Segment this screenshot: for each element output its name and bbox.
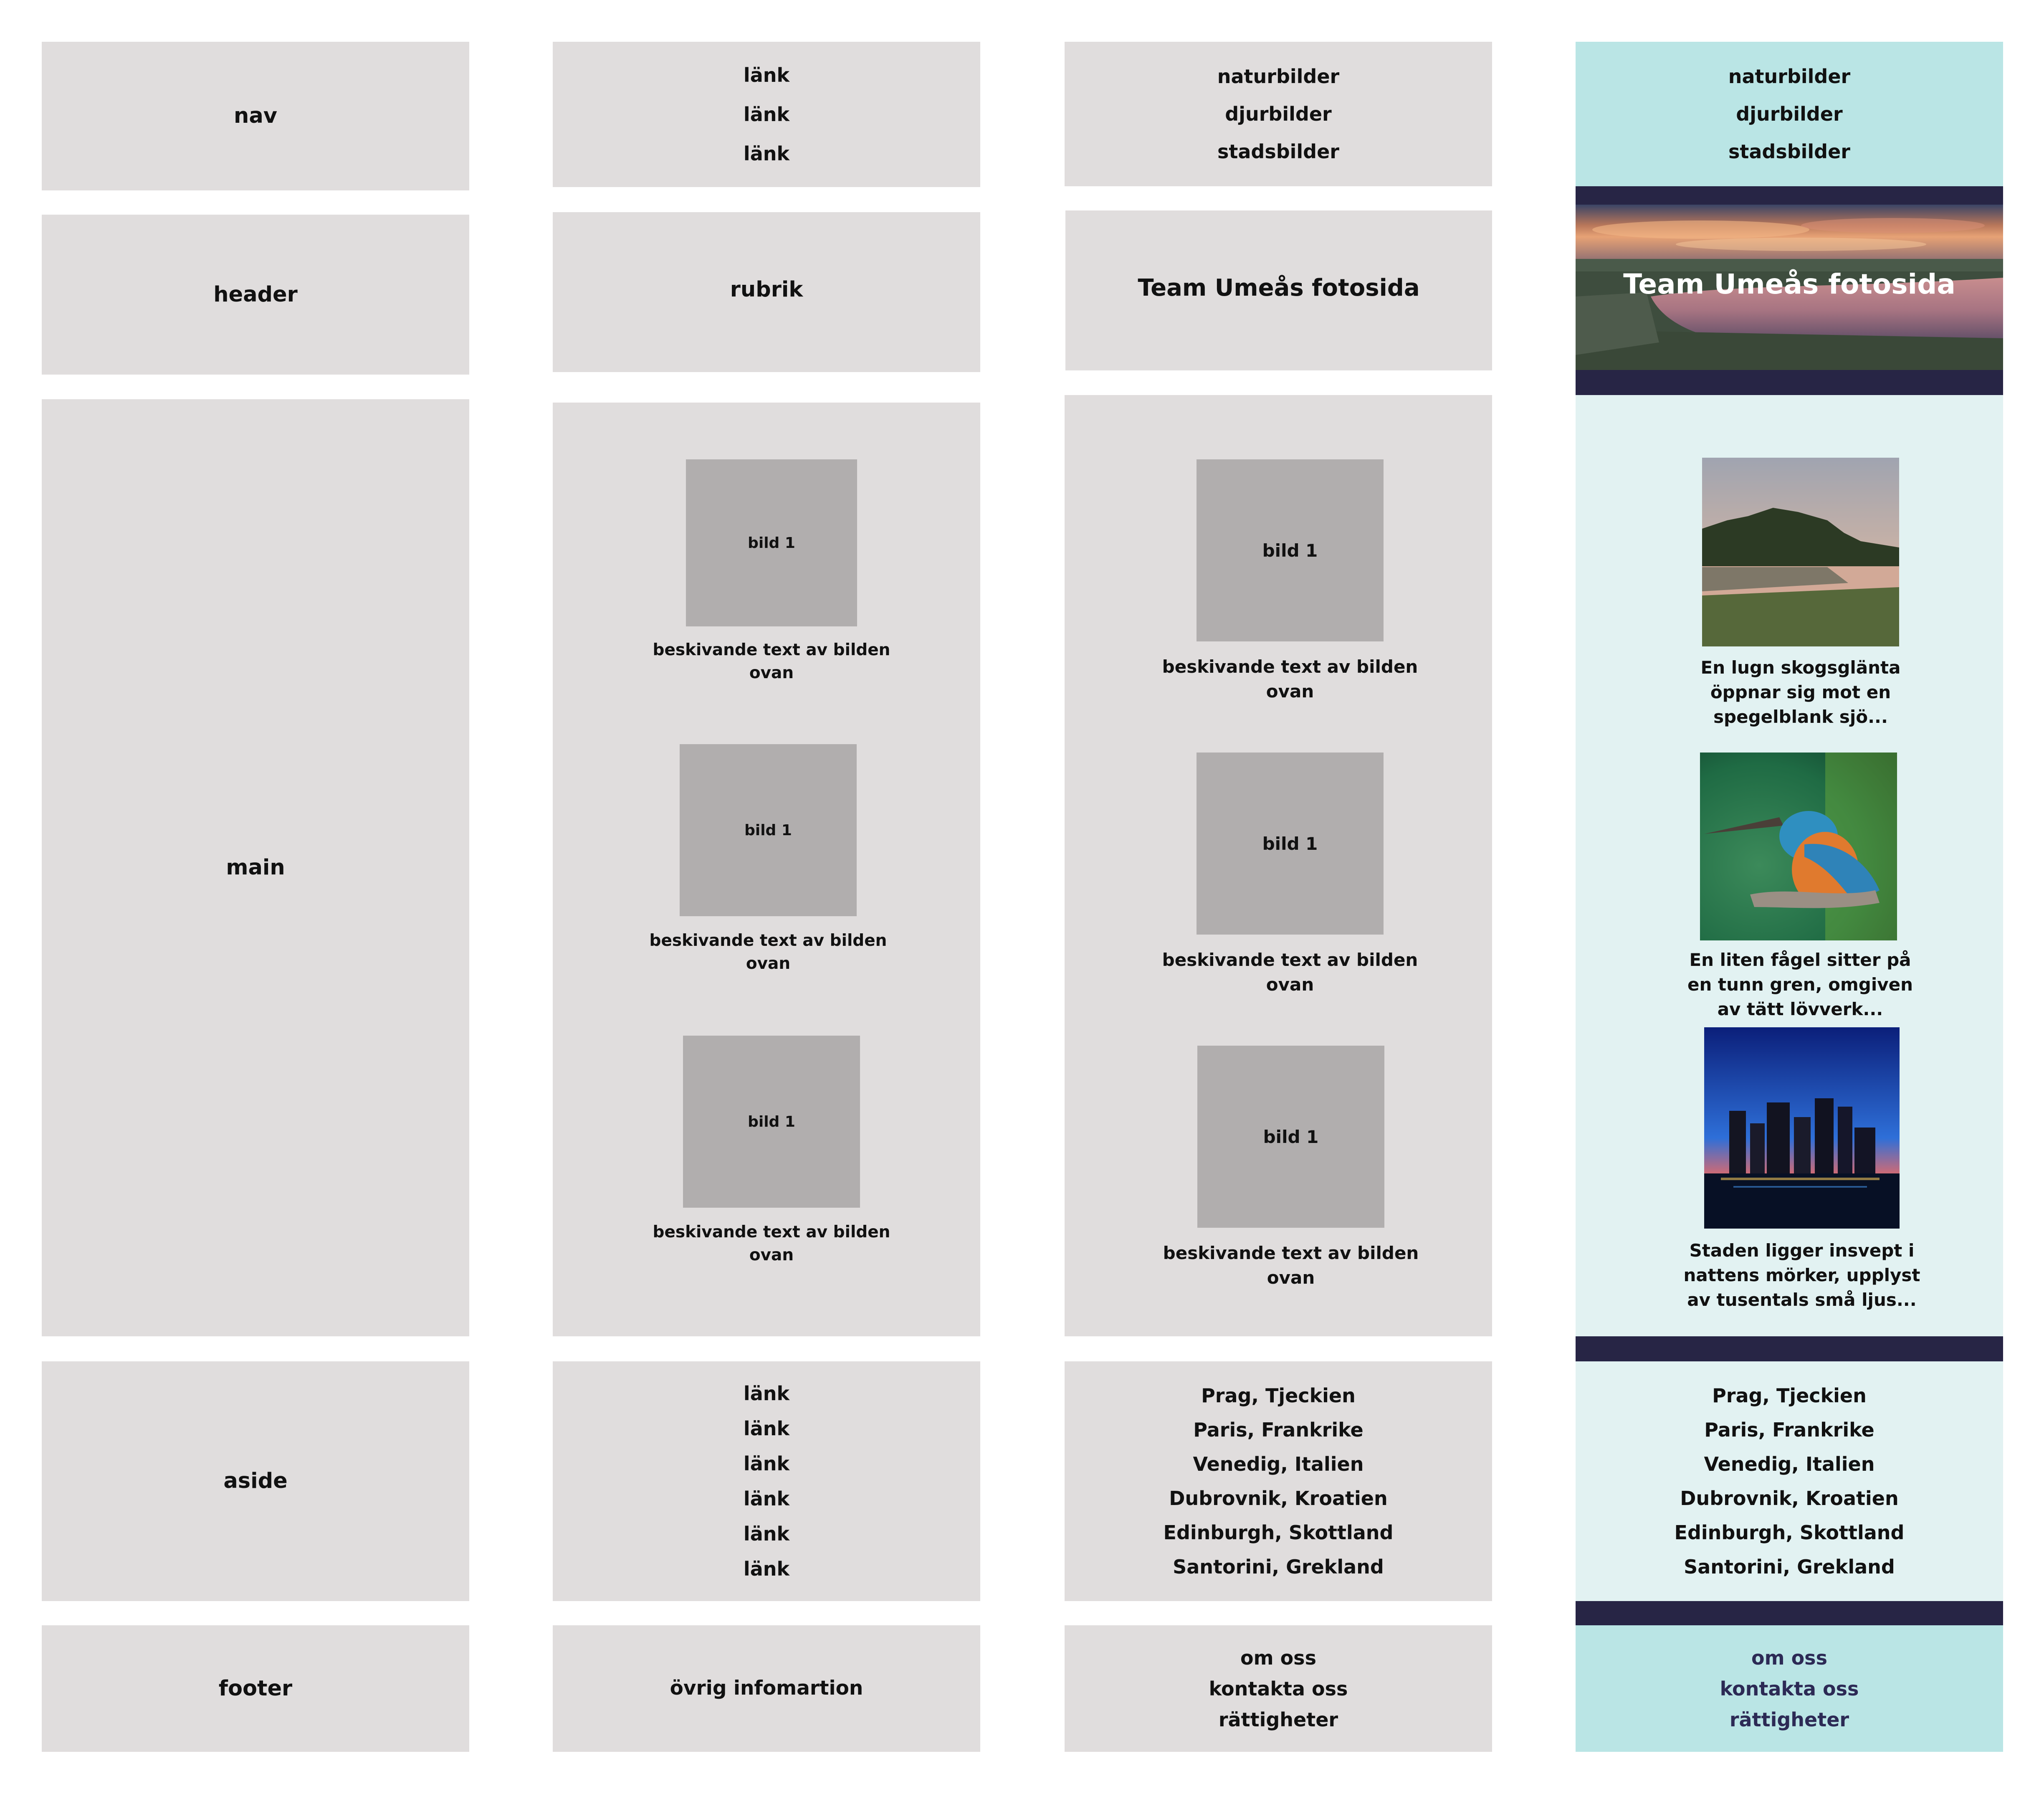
umea-panorama-image [1576, 205, 2003, 370]
col2-nav-link[interactable]: länk [743, 103, 790, 126]
col3-aside-link[interactable]: Dubrovnik, Kroatien [1169, 1487, 1388, 1510]
col3-aside-link[interactable]: Venedig, Italien [1193, 1453, 1364, 1475]
col3-image-2-label: bild 1 [1262, 833, 1318, 854]
col1-aside-label: aside [223, 1469, 288, 1494]
col4-nav-bar: naturbilder djurbilder stadsbilder [1576, 42, 2003, 186]
col3-footer-box: om oss kontakta oss rättigheter [1065, 1625, 1492, 1752]
col4-footer-list: om oss kontakta oss rättigheter [1720, 1647, 1859, 1731]
col2-aside-link[interactable]: länk [743, 1487, 790, 1510]
col4-aside-list: Prag, Tjeckien Paris, Frankrike Venedig,… [1675, 1384, 1905, 1578]
col2-image-2: bild 1 [680, 744, 857, 916]
col3-caption-1: beskivande text av bilden ovan [1162, 656, 1418, 702]
col4-caption-3: Staden ligger insvept i nattens mörker, … [1683, 1240, 1920, 1310]
col4-aside-link[interactable]: Prag, Tjeckien [1712, 1384, 1867, 1407]
col4-footer-link[interactable]: rättigheter [1729, 1708, 1849, 1731]
col4-aside-link[interactable]: Paris, Frankrike [1704, 1419, 1875, 1441]
col4-footer: om oss kontakta oss rättigheter [1576, 1625, 2003, 1752]
col3-image-1-label: bild 1 [1262, 540, 1318, 561]
col2-header-label: rubrik [730, 277, 803, 302]
col4-nav-link[interactable]: djurbilder [1736, 103, 1843, 125]
col3-aside-link[interactable]: Santorini, Grekland [1173, 1556, 1384, 1578]
col4-image-3 [1704, 1027, 1900, 1229]
col4-image-1 [1702, 458, 1899, 646]
col3-caption-3: beskivande text av bilden ovan [1163, 1243, 1419, 1288]
col2-caption-3: beskivande text av bilden ovan [653, 1223, 890, 1264]
col3-nav-link[interactable]: djurbilder [1225, 103, 1332, 125]
col4-aside-link[interactable]: Venedig, Italien [1704, 1453, 1875, 1475]
col3-nav-link[interactable]: stadsbilder [1217, 140, 1339, 163]
col4-caption-2: En liten fågel sitter på en tunn gren, o… [1687, 950, 1913, 1019]
col3-image-3: bild 1 [1197, 1046, 1384, 1228]
col3-image-2: bild 1 [1197, 753, 1384, 935]
col1-main-label: main [226, 855, 285, 880]
col4-nav-link[interactable]: naturbilder [1728, 65, 1851, 88]
col2-image-3: bild 1 [683, 1036, 860, 1208]
col1-main-box: main [42, 399, 469, 1336]
col3-aside-link[interactable]: Prag, Tjeckien [1201, 1384, 1356, 1407]
night-city-image [1704, 1027, 1900, 1229]
col3-aside-list: Prag, Tjeckien Paris, Frankrike Venedig,… [1164, 1384, 1394, 1578]
col3-header-box: Team Umeås fotosida [1065, 210, 1492, 370]
col1-header-box: header [42, 215, 469, 375]
col3-image-3-label: bild 1 [1263, 1126, 1319, 1147]
col1-footer-label: footer [218, 1676, 293, 1701]
col2-aside-link[interactable]: länk [743, 1558, 790, 1580]
col4-nav-link[interactable]: stadsbilder [1728, 140, 1850, 163]
col3-nav-link[interactable]: naturbilder [1217, 65, 1340, 88]
col2-aside-list: länk länk länk länk länk länk [744, 1382, 789, 1580]
col2-image-2-label: bild 1 [744, 821, 792, 839]
col2-aside-box: länk länk länk länk länk länk [553, 1361, 980, 1601]
col2-image-3-label: bild 1 [748, 1113, 795, 1130]
col2-aside-link[interactable]: länk [743, 1523, 790, 1545]
col2-aside-link[interactable]: länk [743, 1452, 790, 1475]
col2-nav-link[interactable]: länk [743, 64, 790, 86]
col2-nav-link[interactable]: länk [743, 142, 790, 165]
col3-aside-link[interactable]: Edinburgh, Skottland [1163, 1521, 1394, 1544]
col4-header-photo [1576, 205, 2003, 370]
col3-footer-link[interactable]: om oss [1240, 1646, 1316, 1669]
col4-divider-1 [1576, 1336, 2003, 1361]
col2-nav-box: länk länk länk [553, 42, 980, 187]
col2-image-1-label: bild 1 [748, 534, 795, 552]
col3-footer-list: om oss kontakta oss rättigheter [1209, 1647, 1348, 1731]
col1-nav-label: nav [234, 104, 277, 129]
col4-footer-link[interactable]: om oss [1751, 1646, 1827, 1669]
col3-aside-link[interactable]: Paris, Frankrike [1193, 1419, 1364, 1441]
col2-caption-2: beskivande text av bilden ovan [649, 931, 887, 973]
col2-footer-label: övrig infomartion [670, 1677, 863, 1700]
col4-footer-link[interactable]: kontakta oss [1720, 1677, 1859, 1700]
col3-header-title: Team Umeås fotosida [1138, 274, 1420, 302]
col2-nav-list: länk länk länk [744, 64, 789, 165]
col2-header-box: rubrik [553, 212, 980, 372]
kingfisher-image [1700, 753, 1897, 940]
col1-aside-box: aside [42, 1361, 469, 1601]
col1-header-label: header [213, 282, 298, 307]
col3-aside-box: Prag, Tjeckien Paris, Frankrike Venedig,… [1065, 1361, 1492, 1601]
col4-aside: Prag, Tjeckien Paris, Frankrike Venedig,… [1576, 1361, 2003, 1601]
col3-footer-link[interactable]: rättigheter [1218, 1708, 1338, 1731]
col3-footer-link[interactable]: kontakta oss [1209, 1677, 1348, 1700]
col4-caption-1: En lugn skogsglänta öppnar sig mot en sp… [1700, 657, 1901, 727]
forest-lake-image [1702, 458, 1899, 646]
col4-header-title: Team Umeås fotosida [1623, 268, 1955, 300]
col3-image-1: bild 1 [1197, 459, 1384, 641]
col1-nav-box: nav [42, 42, 469, 190]
col4-header-overlay: Team Umeås fotosida [1576, 234, 2003, 334]
col4-nav-list: naturbilder djurbilder stadsbilder [1728, 65, 1851, 163]
col4-image-2 [1700, 753, 1897, 940]
col3-nav-box: naturbilder djurbilder stadsbilder [1065, 42, 1492, 186]
col2-footer-box: övrig infomartion [553, 1625, 980, 1752]
col3-nav-list: naturbilder djurbilder stadsbilder [1217, 65, 1340, 163]
col4-aside-link[interactable]: Santorini, Grekland [1684, 1556, 1895, 1578]
col2-aside-link[interactable]: länk [743, 1417, 790, 1440]
col4-divider-2 [1576, 1601, 2003, 1625]
col1-footer-box: footer [42, 1625, 469, 1752]
col4-aside-link[interactable]: Dubrovnik, Kroatien [1680, 1487, 1899, 1510]
col4-aside-link[interactable]: Edinburgh, Skottland [1674, 1521, 1905, 1544]
col2-caption-1: beskivande text av bilden ovan [653, 641, 890, 682]
col3-caption-2: beskivande text av bilden ovan [1162, 950, 1418, 995]
col2-image-1: bild 1 [686, 459, 857, 626]
col2-aside-link[interactable]: länk [743, 1382, 790, 1405]
